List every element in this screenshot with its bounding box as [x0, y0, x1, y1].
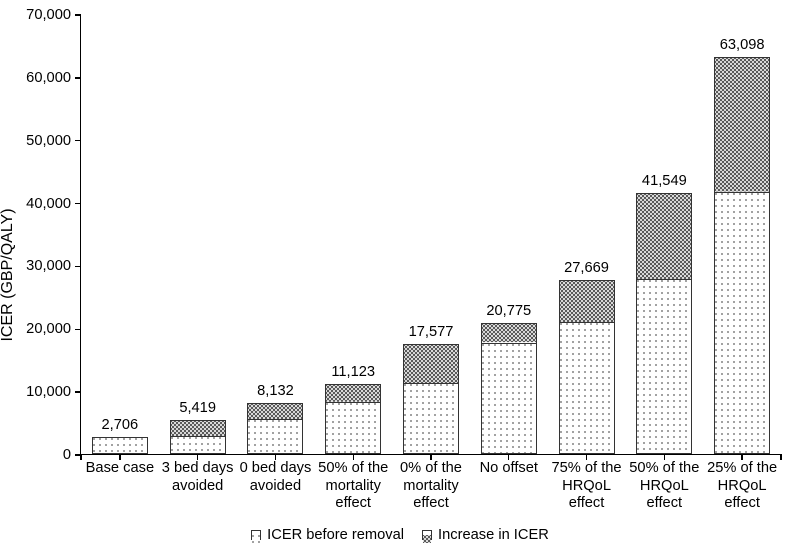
x-category-label: 75% of the HRQoL effect — [551, 460, 623, 513]
x-category-label: 3 bed days avoided — [162, 460, 234, 495]
bar-segment-increase — [170, 420, 226, 437]
x-category-label: 0% of the mortality effect — [395, 460, 467, 513]
bar-segment-increase — [481, 323, 537, 343]
legend-swatch — [422, 530, 432, 540]
bar: 63,098 — [714, 57, 770, 454]
bar: 17,577 — [403, 344, 459, 454]
bar-segment-before — [403, 384, 459, 454]
bar-segment-before — [247, 420, 303, 454]
y-tick-label: 40,000 — [26, 196, 81, 212]
bar: 5,419 — [170, 420, 226, 454]
x-category-label: 50% of the mortality effect — [317, 460, 389, 513]
bar-data-label: 2,706 — [102, 417, 139, 433]
bar-data-label: 17,577 — [409, 324, 454, 340]
bar-segment-before — [170, 437, 226, 454]
bar-data-label: 8,132 — [257, 383, 294, 399]
bar-segment-before — [92, 437, 148, 454]
x-tick — [780, 454, 781, 460]
y-tick-label: 70,000 — [26, 7, 81, 23]
bar-data-label: 41,549 — [642, 173, 687, 189]
bar: 8,132 — [247, 403, 303, 454]
bar: 27,669 — [559, 280, 615, 454]
bars-layer: 2,706 5,419 8,132 11,123 17,577 20,775 27,669 4… — [81, 15, 780, 454]
x-category-label: Base case — [84, 460, 156, 478]
x-tick — [80, 454, 81, 460]
y-tick-label: 60,000 — [26, 70, 81, 86]
bar-segment-before — [481, 344, 537, 454]
bar: 11,123 — [325, 384, 381, 454]
bar-segment-increase — [714, 57, 770, 192]
bar: 2,706 — [92, 437, 148, 454]
bar-segment-before — [559, 323, 615, 454]
bar-segment-before — [325, 403, 381, 454]
bar-segment-before — [714, 193, 770, 454]
legend-label: ICER before removal — [267, 527, 404, 543]
y-tick-label: 20,000 — [26, 321, 81, 337]
bar-segment-before — [636, 280, 692, 454]
legend: ICER before removal Increase in ICER — [0, 527, 800, 543]
legend-label: Increase in ICER — [438, 527, 549, 543]
bar-segment-increase — [403, 344, 459, 385]
icer-stacked-bar-chart: ICER (GBP/QALY) 2,706 5,419 8,132 11,123 17,… — [0, 0, 800, 549]
y-tick-label: 50,000 — [26, 133, 81, 149]
y-tick-label: 0 — [63, 447, 81, 463]
x-category-label: No offset — [473, 460, 545, 478]
bar-data-label: 27,669 — [564, 260, 609, 276]
y-axis-label: ICER (GBP/QALY) — [0, 208, 17, 341]
bar-segment-increase — [636, 193, 692, 280]
x-category-label: 25% of the HRQoL effect — [706, 460, 778, 513]
bar-data-label: 20,775 — [486, 303, 531, 319]
y-tick-label: 30,000 — [26, 258, 81, 274]
bar-segment-increase — [559, 280, 615, 323]
legend-swatch — [251, 530, 261, 540]
y-tick-label: 10,000 — [26, 384, 81, 400]
x-category-label: 50% of the HRQoL effect — [628, 460, 700, 513]
bar-data-label: 5,419 — [179, 400, 216, 416]
legend-item: ICER before removal — [251, 527, 404, 543]
bar-data-label: 63,098 — [720, 37, 765, 53]
plot-area: 2,706 5,419 8,132 11,123 17,577 20,775 27,669 4… — [80, 15, 780, 455]
bar-segment-increase — [247, 403, 303, 420]
bar-data-label: 11,123 — [331, 364, 375, 380]
bar: 41,549 — [636, 193, 692, 454]
bar: 20,775 — [481, 323, 537, 454]
x-category-label: 0 bed days avoided — [239, 460, 311, 495]
bar-segment-increase — [325, 384, 381, 403]
legend-item: Increase in ICER — [422, 527, 549, 543]
